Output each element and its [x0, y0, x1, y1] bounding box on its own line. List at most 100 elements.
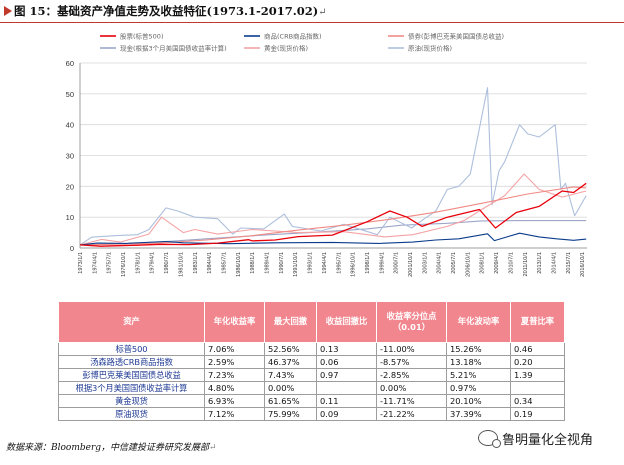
- x-tick-label: 2006/10/1: [465, 252, 471, 277]
- table-row: 黄金现货 6.93% 61.65% 0.11 -11.71% 20.10% 0.34: [58, 394, 565, 408]
- return-mark-icon: ↵: [209, 443, 217, 453]
- x-tick-label: 1983/1/1: [193, 252, 199, 274]
- watermark-text: 鲁明量化全视角: [502, 432, 594, 448]
- cell-return-quantile: -11.00%: [376, 342, 447, 356]
- cell-annual-volatility: 0.97%: [446, 381, 511, 395]
- figure-title-bar: 图 15：基础资产净值走势及收益特征(1973.1-2017.02)↵: [0, 0, 624, 23]
- series-line-2: [79, 186, 587, 246]
- wechat-watermark: 鲁明量化全视角: [478, 428, 593, 448]
- table-row: 标普500 7.06% 52.56% 0.13 -11.00% 15.26% 0.46: [58, 342, 565, 356]
- figure-title-text: 图 15：基础资产净值走势及收益特征(1973.1-2017.02): [14, 4, 319, 18]
- x-tick-label: 1978/1/1: [135, 252, 141, 274]
- table-body: 标普500 7.06% 52.56% 0.13 -11.00% 15.26% 0.46 汤森路…: [58, 342, 565, 421]
- series-line-1: [79, 232, 587, 246]
- cell-sharpe-ratio: 0.34: [510, 394, 565, 408]
- cell-annual-volatility: 20.10%: [446, 394, 511, 408]
- x-tick-label: 2014/4/1: [551, 252, 557, 274]
- x-axis: 1973/1/1 1974/4/1 1975/7/1 1976/10/1 1978/1/…: [78, 247, 587, 277]
- cell-return-drawdown-ratio: 0.13: [316, 342, 377, 356]
- x-tick-label: 2011/10/1: [523, 252, 529, 276]
- header-return-drawdown-ratio: 收益回撤比: [316, 301, 377, 343]
- cell-annual-return: 4.80%: [204, 381, 265, 395]
- chart-legend: 股票(标普500) 商品(CRB商品指数) 债券(彭博巴克莱美国国债总收益) 现金(根…: [100, 32, 504, 53]
- legend-label: 现金(根据3个月美国国债收益率计算): [120, 44, 227, 53]
- cell-asset-name: 汤森路透CRB商品指数: [58, 355, 205, 369]
- x-tick-label: 1974/4/1: [92, 252, 98, 274]
- series-line-0: [79, 182, 587, 247]
- x-tick-label: 1980/7/1: [164, 252, 170, 274]
- x-tick-label: 1994/4/1: [322, 252, 328, 274]
- cell-sharpe-ratio: [510, 381, 565, 395]
- series-line-5: [79, 87, 587, 246]
- cell-annual-return: 2.59%: [204, 355, 265, 369]
- cell-return-drawdown-ratio: 0.11: [316, 394, 377, 408]
- y-tick-label: 0: [70, 244, 74, 253]
- x-tick-label: 2008/1/1: [480, 252, 486, 274]
- table-header-row: 资产 年化收益率 最大回撤 收益回撤比 收益率分位点（0.01） 年化波动率 夏…: [58, 301, 565, 343]
- x-tick-label: 1976/10/1: [121, 252, 127, 277]
- data-source-note: 数据来源：Bloomberg，中信建投证券研究发展部↵: [6, 440, 217, 453]
- x-tick-label: 1996/10/1: [351, 252, 357, 277]
- cell-return-quantile: -21.22%: [376, 407, 447, 421]
- y-tick-label: 50: [66, 90, 74, 99]
- cell-annual-volatility: 37.39%: [446, 407, 511, 421]
- cell-annual-return: 7.06%: [204, 342, 265, 356]
- x-tick-label: 2016/10/1: [580, 252, 586, 277]
- x-tick-label: 2010/7/1: [508, 252, 514, 274]
- x-tick-label: 1981/10/1: [178, 252, 184, 277]
- x-tick-label: 2015/7/1: [566, 252, 572, 274]
- table-row: 根据3个月美国国债收益率计算 4.80% 0.00% 0.00% 0.97%: [58, 381, 565, 395]
- header-annual-return: 年化收益率: [204, 301, 265, 343]
- cell-asset-name: 标普500: [58, 342, 205, 356]
- x-tick-label: 1988/1/1: [250, 252, 256, 274]
- table-row: 原油现货 7.12% 75.99% 0.09 -21.22% 37.39% 0.19: [58, 407, 565, 421]
- cell-return-drawdown-ratio: 0.09: [316, 407, 377, 421]
- x-tick-label: 1990/7/1: [279, 252, 285, 274]
- triangle-bullet-icon: [4, 6, 12, 16]
- cell-annual-volatility: 15.26%: [446, 342, 511, 356]
- cell-sharpe-ratio: 0.19: [510, 407, 565, 421]
- header-asset: 资产: [58, 301, 205, 343]
- x-tick-label: 1989/4/1: [265, 252, 271, 274]
- cell-max-drawdown: 52.56%: [264, 342, 317, 356]
- header-annual-volatility: 年化波动率: [446, 301, 511, 343]
- table-row: 汤森路透CRB商品指数 2.59% 46.37% 0.06 -8.57% 13.18% 0.…: [58, 355, 565, 369]
- cell-max-drawdown: 46.37%: [264, 355, 317, 369]
- wechat-icon: [478, 430, 501, 448]
- x-tick-label: 1975/7/1: [107, 252, 113, 274]
- x-tick-label: 2003/1/1: [422, 252, 428, 274]
- x-tick-label: 2009/4/1: [494, 252, 500, 274]
- x-tick-label: 1999/4/1: [379, 252, 385, 274]
- cell-annual-return: 7.12%: [204, 407, 265, 421]
- cell-sharpe-ratio: 0.46: [510, 342, 565, 356]
- y-axis: 0 10 20 30 40 50 60: [66, 59, 81, 253]
- legend-label: 黄金(现货价格): [264, 44, 308, 53]
- cell-max-drawdown: 0.00%: [264, 381, 317, 395]
- x-tick-label: 1998/1/1: [365, 252, 371, 274]
- x-tick-label: 2013/1/1: [537, 252, 543, 274]
- cell-sharpe-ratio: 0.20: [510, 355, 565, 369]
- table-row: 彭博巴克莱美国国债总收益 7.23% 7.43% 0.97 -2.85% 5.21% 1.3…: [58, 368, 565, 382]
- cell-max-drawdown: 75.99%: [264, 407, 317, 421]
- cell-annual-return: 7.23%: [204, 368, 265, 382]
- x-tick-label: 1985/7/1: [221, 252, 227, 274]
- x-tick-label: 1991/10/1: [293, 252, 299, 277]
- header-max-drawdown: 最大回撤: [264, 301, 317, 343]
- legend-label: 商品(CRB商品指数): [264, 32, 322, 41]
- cell-return-quantile: -11.71%: [376, 394, 447, 408]
- x-tick-label: 2004/4/1: [437, 252, 443, 274]
- series-line-4: [79, 173, 587, 246]
- cell-max-drawdown: 61.65%: [264, 394, 317, 408]
- header-sharpe-ratio: 夏普比率: [510, 301, 565, 343]
- legend-label: 股票(标普500): [120, 32, 163, 41]
- cell-return-drawdown-ratio: 0.06: [316, 355, 377, 369]
- x-tick-label: 1993/1/1: [308, 252, 314, 274]
- legend-label: 债券(彭博巴克莱美国国债总收益): [408, 32, 504, 41]
- figure-title: 图 15：基础资产净值走势及收益特征(1973.1-2017.02)↵: [14, 3, 327, 19]
- cell-return-quantile: -8.57%: [376, 355, 447, 369]
- cell-annual-volatility: 5.21%: [446, 368, 511, 382]
- cell-asset-name: 原油现货: [58, 407, 205, 421]
- y-tick-label: 60: [66, 59, 74, 68]
- data-source-text: 数据来源：Bloomberg，中信建投证券研究发展部: [6, 443, 210, 453]
